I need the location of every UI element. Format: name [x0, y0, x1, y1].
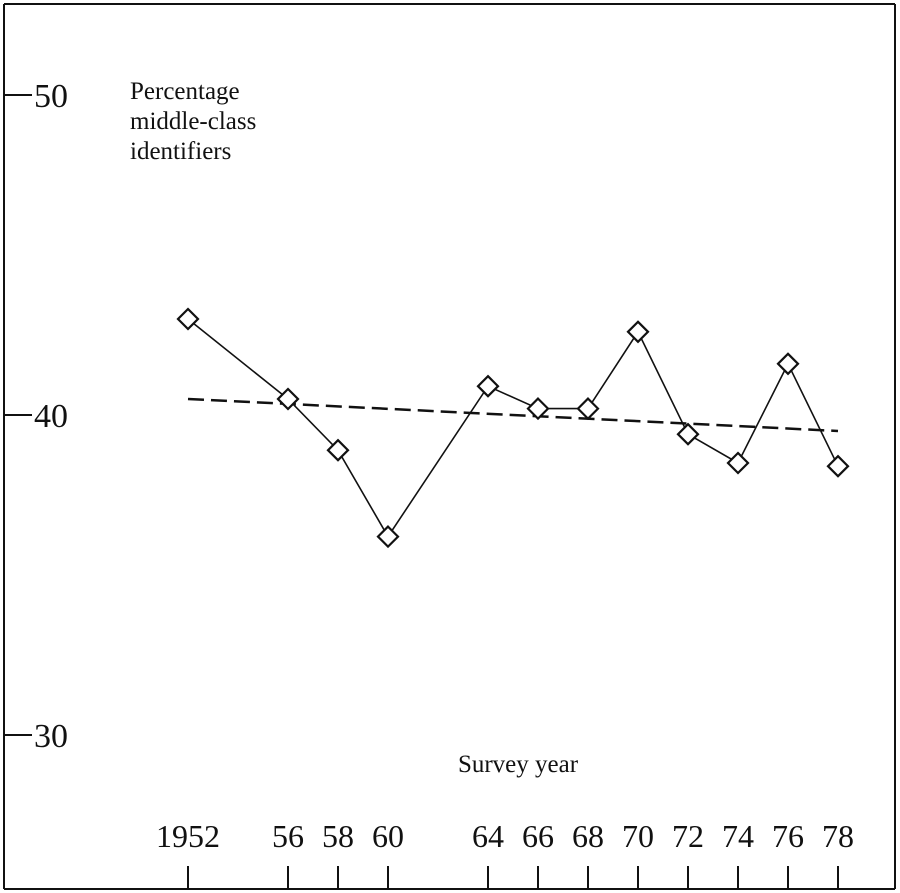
data-point-diamond [376, 525, 400, 549]
y-axis-title-line: Percentage [130, 78, 240, 105]
y-tick-label: 50 [34, 78, 68, 115]
series-line [187, 318, 839, 539]
data-point-diamond [776, 352, 800, 376]
chart-frame [3, 3, 896, 890]
x-tick-label: 74 [722, 818, 754, 854]
data-point-diamond [476, 374, 500, 398]
y-tick-label: 40 [34, 398, 68, 435]
data-point-diamond [176, 307, 200, 331]
x-tick-label: 78 [822, 818, 854, 854]
x-tick-label: 66 [522, 818, 554, 854]
data-point-diamond [726, 451, 750, 475]
trend-line-path [187, 397, 839, 433]
x-axis: 1952 56 58 60 64 66 68 70 72 74 76 78 [156, 818, 854, 889]
y-axis-title-line: identifiers [130, 138, 231, 165]
trend-line [187, 397, 839, 433]
x-tick-label: 70 [622, 818, 654, 854]
y-axis: 30 40 50 [4, 78, 68, 755]
data-point-diamond [576, 397, 600, 421]
y-axis-title-line: middle-class [130, 108, 256, 135]
data-point-diamond [326, 438, 350, 462]
x-tick-label: 64 [472, 818, 504, 854]
x-tick-label: 76 [772, 818, 804, 854]
x-tick-label: 56 [272, 818, 304, 854]
data-point-diamond [826, 454, 850, 478]
x-axis-title: Survey year [458, 751, 579, 778]
data-point-diamond [526, 397, 550, 421]
x-tick-label: 60 [372, 818, 404, 854]
x-tick-label: 1952 [156, 818, 220, 854]
data-point-diamond [676, 422, 700, 446]
y-tick-label: 30 [34, 718, 68, 755]
data-series [176, 307, 850, 549]
data-point-diamond [276, 387, 300, 411]
x-tick-label: 68 [572, 818, 604, 854]
x-tick-label: 58 [322, 818, 354, 854]
data-point-diamond [626, 320, 650, 344]
y-axis-title: Percentage middle-class identifiers [130, 78, 256, 165]
x-tick-label: 72 [672, 818, 704, 854]
